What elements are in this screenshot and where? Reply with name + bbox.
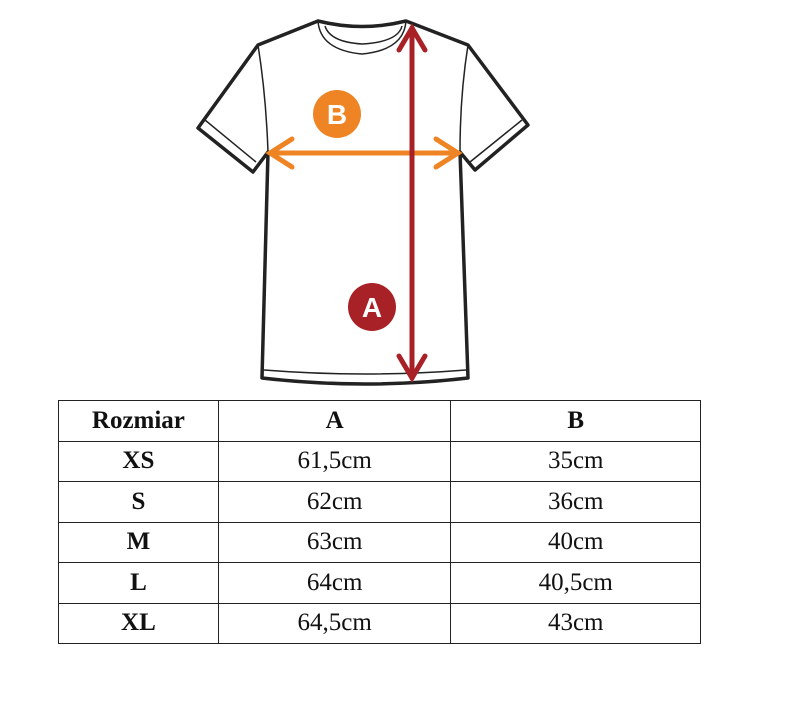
header-size: Rozmiar: [58, 400, 219, 442]
a-cell: 61,5cm: [217, 440, 452, 482]
size-cell: M: [58, 521, 219, 563]
header-a: A: [217, 400, 452, 442]
svg-text:A: A: [362, 292, 382, 323]
size-cell: S: [58, 481, 219, 523]
table-row: L 64cm 40,5cm: [58, 562, 701, 604]
a-cell: 64,5cm: [217, 602, 452, 644]
table-row: M 63cm 40cm: [58, 521, 701, 563]
table-row: XL 64,5cm 43cm: [58, 602, 701, 644]
a-cell: 62cm: [217, 481, 452, 523]
b-cell: 40,5cm: [450, 562, 701, 604]
size-cell: XL: [58, 602, 219, 644]
measure-a-badge: A: [348, 283, 396, 331]
a-cell: 64cm: [217, 562, 452, 604]
measure-a-arrow: [396, 23, 428, 383]
measure-b-arrow: [265, 136, 463, 170]
table-header-row: Rozmiar A B: [58, 400, 701, 442]
tshirt-diagram: B A: [196, 19, 530, 386]
table-row: XS 61,5cm 35cm: [58, 440, 701, 482]
header-b: B: [450, 400, 701, 442]
b-cell: 36cm: [450, 481, 701, 523]
size-cell: XS: [58, 440, 219, 482]
size-table: Rozmiar A B XS 61,5cm 35cm S 62cm 36cm M…: [58, 400, 701, 644]
svg-text:B: B: [327, 99, 347, 130]
table-row: S 62cm 36cm: [58, 481, 701, 523]
b-cell: 35cm: [450, 440, 701, 482]
a-cell: 63cm: [217, 521, 452, 563]
b-cell: 40cm: [450, 521, 701, 563]
b-cell: 43cm: [450, 602, 701, 644]
tshirt-outline: [196, 19, 530, 386]
measure-b-badge: B: [313, 90, 361, 138]
size-cell: L: [58, 562, 219, 604]
